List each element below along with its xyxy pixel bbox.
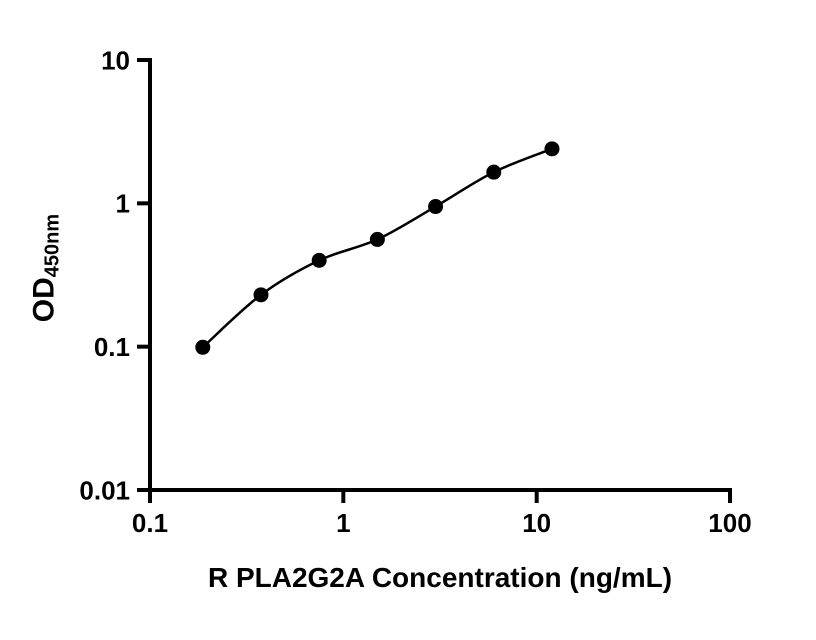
x-axis-tick-label: 100	[708, 508, 751, 538]
y-axis-tick-label: 0.01	[79, 475, 130, 505]
y-axis-tick-label: 10	[101, 45, 130, 75]
x-axis-tick-label: 1	[336, 508, 350, 538]
y-axis-tick-label: 1	[116, 189, 130, 219]
x-axis-tick-label: 10	[522, 508, 551, 538]
y-axis-label-subscript: 450nm	[41, 213, 64, 278]
y-axis-label-main: OD	[27, 277, 61, 323]
data-point	[544, 141, 560, 157]
fit-line	[201, 147, 553, 349]
x-axis-tick-label: 0.1	[132, 508, 168, 538]
data-point	[369, 231, 385, 247]
y-axis-label: OD450nm	[28, 214, 65, 322]
x-axis-label: R PLA2G2A Concentration (ng/mL)	[207, 562, 673, 593]
y-axis-tick-label: 0.1	[94, 332, 130, 362]
data-point	[428, 199, 444, 215]
data-point	[486, 164, 502, 180]
data-point	[195, 339, 211, 355]
data-point	[311, 252, 327, 268]
data-point	[253, 287, 269, 303]
